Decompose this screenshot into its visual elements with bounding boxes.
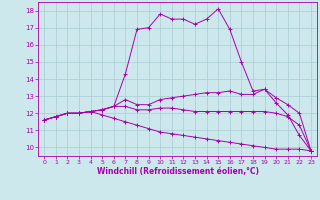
X-axis label: Windchill (Refroidissement éolien,°C): Windchill (Refroidissement éolien,°C): [97, 167, 259, 176]
